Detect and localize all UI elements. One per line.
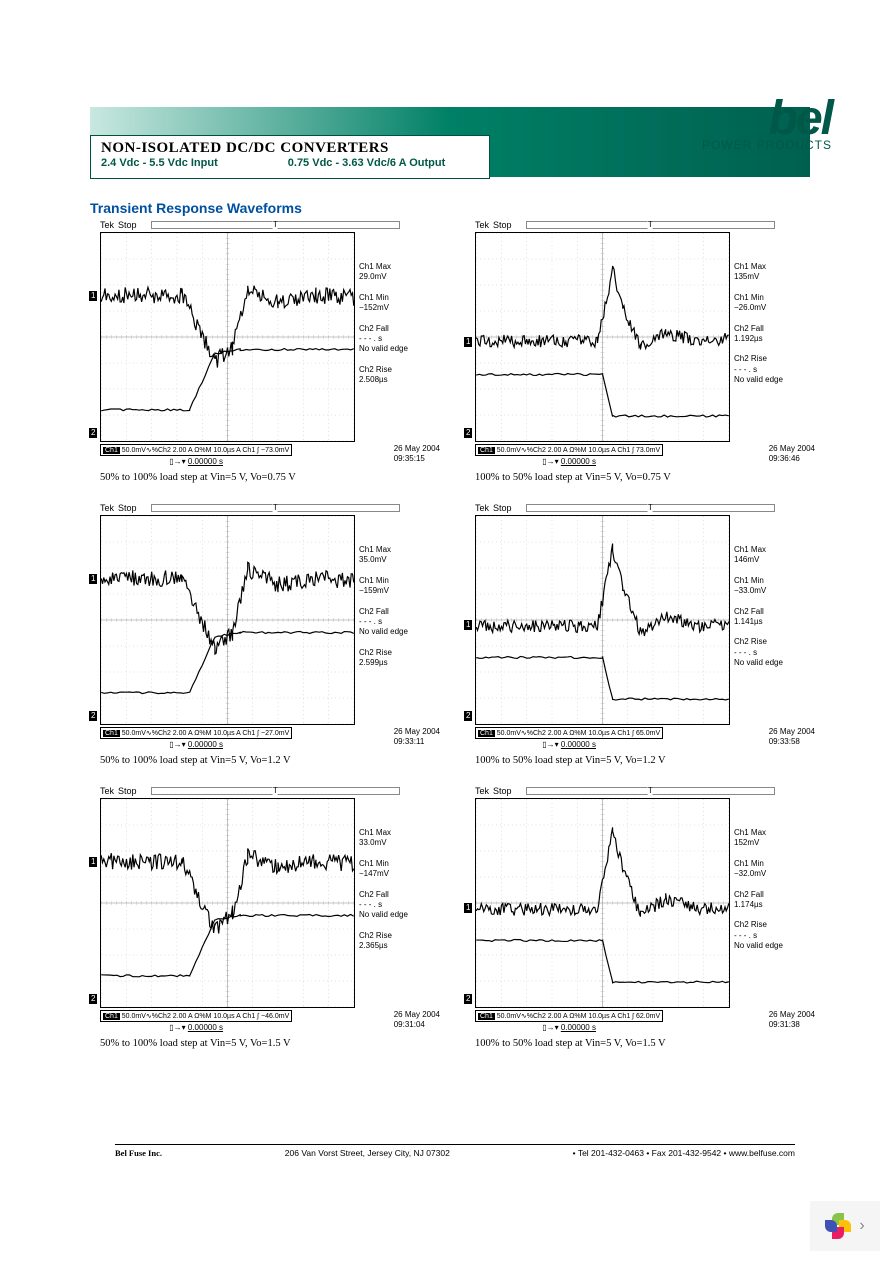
- measurement: Ch2 Fall 1.192µs: [734, 324, 804, 345]
- measurement: Ch2 Fall 1.141µs: [734, 607, 804, 628]
- scope-measurements: Ch1 Max 35.0mV Ch1 Min −159mV Ch2 Fall -…: [359, 515, 429, 725]
- scope-plot: 1 2: [100, 515, 355, 725]
- measurement: Ch2 Fall 1.174µs: [734, 890, 804, 911]
- scope-caption: 100% to 50% load step at Vin=5 V, Vo=0.7…: [475, 472, 815, 483]
- scope-plot-svg: [476, 799, 729, 1007]
- scope-caption: 100% to 50% load step at Vin=5 V, Vo=1.2…: [475, 755, 815, 766]
- scope-footer: Ch1 50.0mV∿%Ch2 2.00 A Ω%M 10.0µs A Ch1 …: [100, 444, 440, 466]
- measurement: Ch1 Min −152mV: [359, 293, 429, 314]
- measurement: Ch1 Max 152mV: [734, 828, 804, 849]
- title-sub: 2.4 Vdc - 5.5 Vdc Input0.75 Vdc - 3.63 V…: [101, 157, 479, 169]
- measurement: Ch1 Max 35.0mV: [359, 545, 429, 566]
- measurement: Ch1 Min −147mV: [359, 859, 429, 880]
- ch1-marker: 1: [89, 857, 97, 867]
- scope-timestamp: 26 May 200409:33:58: [769, 727, 815, 746]
- measurement: Ch1 Min −33.0mV: [734, 576, 804, 597]
- scope-footer: Ch1 50.0mV∿%Ch2 2.00 A Ω%M 10.0µs A Ch1 …: [100, 727, 440, 749]
- ch1-marker: 1: [464, 903, 472, 913]
- ch2-marker: 2: [89, 994, 97, 1004]
- ch2-marker: 2: [464, 711, 472, 721]
- scope-block: Tek Stop 1 2 Ch1 Max 152mV Ch1 Min −32.0…: [475, 786, 815, 1049]
- measurement: Ch2 Rise - - - . s No valid edge: [734, 354, 804, 385]
- scope-block: Tek Stop 1 2 Ch1 Max 33.0mV Ch1 Min −147…: [100, 786, 440, 1049]
- measurement: Ch1 Max 146mV: [734, 545, 804, 566]
- title-main: NON-ISOLATED DC/DC CONVERTERS: [101, 140, 479, 157]
- scope-footer: Ch1 50.0mV∿%Ch2 2.00 A Ω%M 10.0µs A Ch1 …: [475, 727, 815, 749]
- scope-block: Tek Stop 1 2 Ch1 Max 135mV Ch1 Min −26.0…: [475, 220, 815, 483]
- scope-measurements: Ch1 Max 152mV Ch1 Min −32.0mV Ch2 Fall 1…: [734, 798, 804, 1008]
- logo-sub: POWER PRODUCTS: [682, 138, 832, 152]
- page-footer: Bel Fuse Inc. 206 Van Vorst Street, Jers…: [115, 1144, 795, 1158]
- scope-plot: 1 2: [100, 798, 355, 1008]
- ch1-marker: 1: [89, 291, 97, 301]
- scope-timestamp: 26 May 200409:35:15: [394, 444, 440, 463]
- measurement: Ch1 Max 33.0mV: [359, 828, 429, 849]
- scope-header: Tek Stop: [475, 220, 815, 230]
- scope-plot-svg: [476, 516, 729, 724]
- scope-timestamp: 26 May 200409:33:11: [394, 727, 440, 746]
- ch2-marker: 2: [464, 428, 472, 438]
- scope-block: Tek Stop 1 2 Ch1 Max 35.0mV Ch1 Min −159…: [100, 503, 440, 766]
- petals-icon: [825, 1213, 851, 1239]
- logo: bel POWER PRODUCTS: [682, 100, 832, 152]
- measurement: Ch2 Rise 2.599µs: [359, 648, 429, 669]
- scope-caption: 50% to 100% load step at Vin=5 V, Vo=1.2…: [100, 755, 440, 766]
- scope-block: Tek Stop 1 2 Ch1 Max 29.0mV Ch1 Min −152…: [100, 220, 440, 483]
- corner-widget[interactable]: ›: [810, 1201, 880, 1251]
- measurement: Ch2 Rise 2.365µs: [359, 931, 429, 952]
- ch1-marker: 1: [464, 620, 472, 630]
- ch2-marker: 2: [89, 428, 97, 438]
- scope-plot-svg: [101, 516, 354, 724]
- footer-address: 206 Van Vorst Street, Jersey City, NJ 07…: [285, 1148, 450, 1158]
- ch2-marker: 2: [89, 711, 97, 721]
- scope-header: Tek Stop: [100, 786, 440, 796]
- chevron-right-icon: ›: [859, 1217, 864, 1235]
- scope-measurements: Ch1 Max 146mV Ch1 Min −33.0mV Ch2 Fall 1…: [734, 515, 804, 725]
- scope-header: Tek Stop: [475, 503, 815, 513]
- scope-caption: 50% to 100% load step at Vin=5 V, Vo=1.5…: [100, 1038, 440, 1049]
- measurement: Ch1 Min −26.0mV: [734, 293, 804, 314]
- scope-plot-svg: [101, 799, 354, 1007]
- title-box: NON-ISOLATED DC/DC CONVERTERS 2.4 Vdc - …: [90, 135, 490, 179]
- scope-timestamp: 26 May 200409:31:38: [769, 1010, 815, 1029]
- scope-measurements: Ch1 Max 135mV Ch1 Min −26.0mV Ch2 Fall 1…: [734, 232, 804, 442]
- scope-footer: Ch1 50.0mV∿%Ch2 2.00 A Ω%M 10.0µs A Ch1 …: [100, 1010, 440, 1032]
- footer-contact: • Tel 201-432-0463 • Fax 201-432-9542 • …: [573, 1148, 795, 1158]
- scope-plot: 1 2: [475, 232, 730, 442]
- measurement: Ch2 Rise - - - . s No valid edge: [734, 920, 804, 951]
- measurement: Ch2 Fall - - - . s No valid edge: [359, 607, 429, 638]
- measurement: Ch1 Max 29.0mV: [359, 262, 429, 283]
- ch2-marker: 2: [464, 994, 472, 1004]
- scope-caption: 50% to 100% load step at Vin=5 V, Vo=0.7…: [100, 472, 440, 483]
- ch1-marker: 1: [464, 337, 472, 347]
- ch1-marker: 1: [89, 574, 97, 584]
- scope-plot-svg: [101, 233, 354, 441]
- measurement: Ch2 Rise 2.508µs: [359, 365, 429, 386]
- measurement: Ch1 Min −32.0mV: [734, 859, 804, 880]
- scope-footer: Ch1 50.0mV∿%Ch2 2.00 A Ω%M 10.0µs A Ch1 …: [475, 444, 815, 466]
- measurement: Ch2 Fall - - - . s No valid edge: [359, 890, 429, 921]
- footer-company: Bel Fuse Inc.: [115, 1148, 162, 1158]
- measurement: Ch2 Rise - - - . s No valid edge: [734, 637, 804, 668]
- scope-block: Tek Stop 1 2 Ch1 Max 146mV Ch1 Min −33.0…: [475, 503, 815, 766]
- section-title: Transient Response Waveforms: [90, 200, 302, 216]
- measurement: Ch1 Max 135mV: [734, 262, 804, 283]
- scope-caption: 100% to 50% load step at Vin=5 V, Vo=1.5…: [475, 1038, 815, 1049]
- scope-timestamp: 26 May 200409:36:46: [769, 444, 815, 463]
- scope-timestamp: 26 May 200409:31:04: [394, 1010, 440, 1029]
- logo-text: bel: [682, 100, 832, 138]
- scope-header: Tek Stop: [100, 220, 440, 230]
- scope-header: Tek Stop: [475, 786, 815, 796]
- scope-plot: 1 2: [475, 798, 730, 1008]
- scope-plot: 1 2: [100, 232, 355, 442]
- measurement: Ch1 Min −159mV: [359, 576, 429, 597]
- scope-measurements: Ch1 Max 29.0mV Ch1 Min −152mV Ch2 Fall -…: [359, 232, 429, 442]
- scope-header: Tek Stop: [100, 503, 440, 513]
- charts-grid: Tek Stop 1 2 Ch1 Max 29.0mV Ch1 Min −152…: [100, 220, 820, 1049]
- measurement: Ch2 Fall - - - . s No valid edge: [359, 324, 429, 355]
- scope-measurements: Ch1 Max 33.0mV Ch1 Min −147mV Ch2 Fall -…: [359, 798, 429, 1008]
- scope-plot-svg: [476, 233, 729, 441]
- scope-footer: Ch1 50.0mV∿%Ch2 2.00 A Ω%M 10.0µs A Ch1 …: [475, 1010, 815, 1032]
- scope-plot: 1 2: [475, 515, 730, 725]
